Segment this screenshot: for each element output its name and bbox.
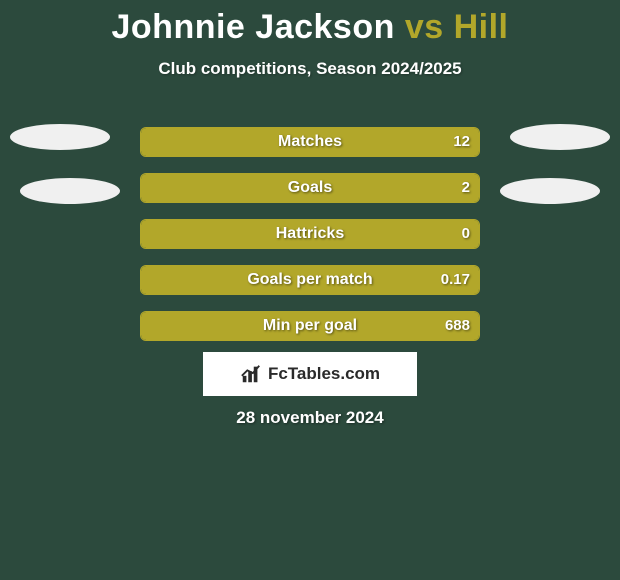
bar-track [140,127,480,157]
player1-name: Johnnie Jackson [112,8,395,46]
vs-text: vs [395,8,454,46]
stat-row: Matches 12 [0,119,620,165]
footer-date: 28 november 2024 [0,408,620,428]
brand-box[interactable]: FcTables.com [203,352,417,396]
stat-row: Goals per match 0.17 [0,257,620,303]
barchart-icon [240,363,262,385]
bar-fill [141,266,479,294]
bar-fill [141,174,479,202]
stat-row: Hattricks 0 [0,211,620,257]
bar-track [140,265,480,295]
brand-text: FcTables.com [268,364,380,384]
player2-name: Hill [454,8,509,46]
bar-track [140,219,480,249]
bar-fill [141,128,479,156]
bar-track [140,173,480,203]
bar-fill [141,312,479,340]
stats-bars: Matches 12 Goals 2 Hattricks 0 Goals per… [0,119,620,349]
stat-row: Goals 2 [0,165,620,211]
bar-fill [141,220,479,248]
page-title: Johnnie Jackson vs Hill [0,0,620,47]
stat-row: Min per goal 688 [0,303,620,349]
subtitle: Club competitions, Season 2024/2025 [0,59,620,79]
bar-track [140,311,480,341]
